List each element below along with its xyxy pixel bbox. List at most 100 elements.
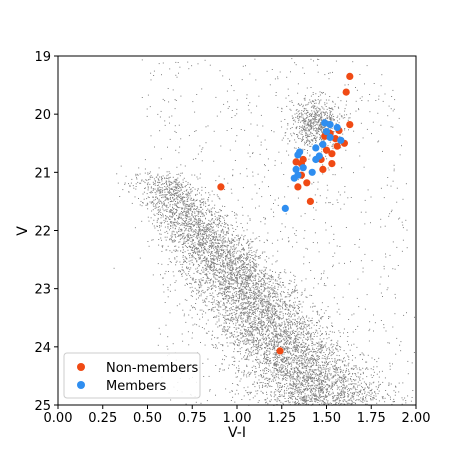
field-star (230, 262, 232, 264)
field-star (357, 376, 359, 378)
field-star (222, 264, 224, 265)
field-star (231, 270, 233, 272)
field-star (156, 213, 158, 215)
field-star (158, 189, 160, 191)
field-star (235, 322, 237, 324)
field-star (273, 371, 275, 373)
field-star (198, 225, 200, 227)
field-star (157, 217, 159, 219)
field-star (211, 338, 213, 340)
field-star (199, 251, 201, 253)
field-star (288, 356, 289, 358)
field-star (202, 242, 204, 244)
field-star (304, 361, 306, 363)
field-star (264, 269, 266, 271)
field-star (311, 317, 313, 319)
field-star (264, 270, 266, 272)
field-star (327, 327, 328, 329)
field-star (350, 402, 352, 404)
field-star (233, 274, 235, 275)
field-star (241, 293, 242, 295)
field-star (205, 280, 207, 282)
field-star (287, 335, 289, 337)
field-star (320, 317, 322, 319)
field-star (284, 304, 286, 306)
field-star (235, 235, 237, 236)
field-star (281, 336, 283, 338)
field-star (241, 277, 243, 279)
field-star (291, 364, 293, 366)
field-star (188, 228, 190, 230)
field-star (262, 363, 264, 364)
field-star (332, 392, 334, 394)
field-star (159, 214, 161, 216)
field-star (340, 394, 342, 396)
field-star (266, 363, 267, 365)
field-star (303, 396, 305, 398)
field-star (159, 222, 161, 224)
field-star (274, 305, 276, 307)
field-star (213, 285, 215, 287)
field-star (225, 268, 226, 270)
field-star (262, 339, 264, 341)
field-star (209, 245, 211, 247)
field-star (195, 281, 197, 283)
field-star (222, 229, 224, 231)
field-star (239, 277, 241, 279)
field-star (212, 344, 214, 346)
field-star (252, 370, 253, 371)
field-star (190, 220, 192, 222)
field-star (229, 308, 231, 310)
field-star (216, 233, 217, 235)
field-star (355, 400, 357, 401)
field-star (280, 363, 282, 365)
field-star (348, 370, 350, 372)
field-star (142, 193, 144, 195)
field-star (156, 220, 158, 222)
field-star (247, 257, 249, 259)
field-star (225, 321, 227, 323)
field-star (252, 306, 254, 308)
field-star (199, 237, 201, 239)
field-star (348, 388, 350, 389)
field-star (209, 235, 211, 236)
field-star (212, 258, 213, 260)
field-star (300, 344, 302, 346)
field-star (215, 269, 217, 271)
field-star (318, 364, 320, 366)
field-star (198, 254, 199, 256)
field-star (230, 242, 232, 244)
field-star (180, 197, 182, 199)
field-star (198, 219, 200, 221)
field-star (239, 348, 241, 350)
field-star (224, 292, 226, 294)
field-star (200, 216, 202, 217)
field-star (194, 282, 196, 283)
field-star (245, 277, 247, 279)
field-star (237, 305, 239, 307)
field-star (262, 325, 264, 327)
field-star (218, 248, 220, 250)
field-star (307, 385, 309, 387)
field-star (250, 247, 252, 249)
field-star (164, 177, 166, 179)
field-star (275, 293, 276, 295)
field-star (251, 302, 253, 304)
field-star (320, 391, 322, 393)
field-star (302, 363, 304, 365)
field-star (196, 206, 198, 207)
field-star (361, 398, 363, 400)
field-star (312, 370, 313, 372)
field-star (261, 325, 263, 327)
field-star (323, 397, 325, 399)
field-star (188, 209, 190, 211)
field-star (225, 278, 226, 280)
field-star (352, 373, 353, 375)
field-star (275, 336, 277, 338)
field-star (317, 312, 319, 314)
field-star (247, 263, 249, 265)
field-star (242, 312, 244, 314)
field-star (202, 238, 204, 240)
field-star (290, 398, 292, 400)
field-star (172, 223, 174, 225)
